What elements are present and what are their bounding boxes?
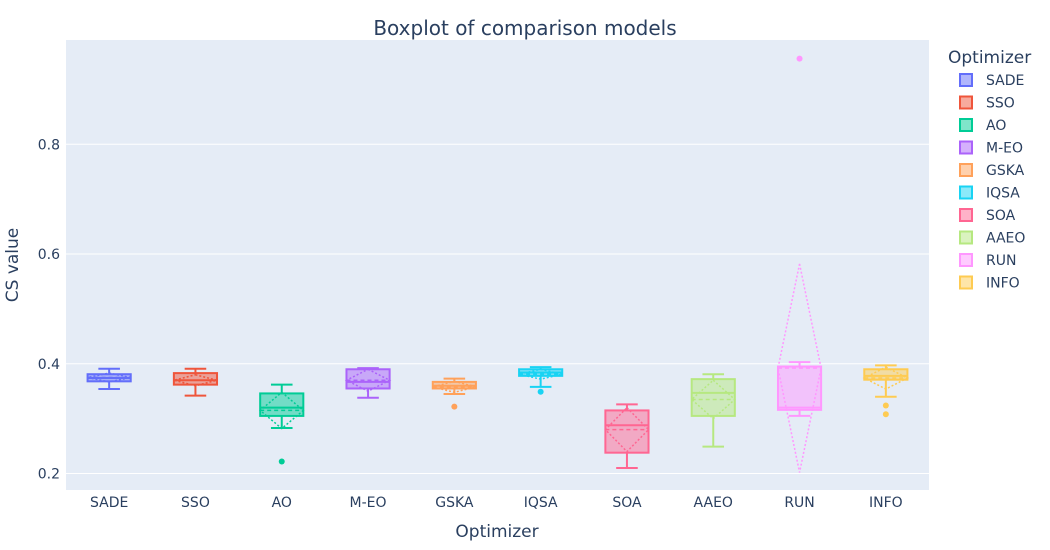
legend-item-m-eo[interactable]: M-EO	[959, 140, 1023, 157]
x-tick-label: M-EO	[350, 495, 387, 511]
legend-swatch	[959, 253, 973, 267]
x-tick-label: IQSA	[524, 495, 558, 511]
gridlines	[66, 143, 929, 475]
box-aaeo	[690, 373, 736, 448]
box-m-eo	[344, 367, 392, 399]
sd-diamond	[173, 373, 218, 387]
box-body	[776, 365, 823, 411]
outlier-point	[537, 388, 544, 395]
x-tick-labels: SADE SSO AO M-EO GSKA IQSA SOA AAEO RUN INFO	[90, 495, 903, 511]
legend-label: M-EO	[986, 141, 1023, 157]
legend-swatch	[959, 275, 973, 290]
legend-swatch	[959, 118, 973, 132]
legend-swatch	[959, 95, 973, 110]
sd-diamond	[862, 366, 910, 390]
outlier-point	[882, 402, 889, 409]
y-tick-label: 0.8	[38, 137, 60, 153]
box-ao	[259, 383, 305, 465]
box-iqsa	[518, 366, 564, 395]
legend-item-iqsa[interactable]: IQSA	[959, 185, 1020, 202]
legend-title: Optimizer	[948, 48, 1031, 68]
sd-diamond	[344, 368, 392, 393]
legend-label: INFO	[986, 276, 1020, 292]
outlier-point	[796, 55, 803, 62]
legend-label: IQSA	[986, 186, 1020, 202]
y-tick-label: 0.4	[38, 357, 60, 373]
x-tick-label: RUN	[784, 495, 814, 511]
sd-diamond	[777, 263, 822, 473]
legend-swatch	[959, 140, 973, 155]
box-sso	[172, 367, 219, 397]
legend-item-info[interactable]: INFO	[959, 275, 1020, 292]
box-info	[862, 364, 910, 418]
legend-item-aaeo[interactable]: AAEO	[959, 230, 1025, 247]
legend-label: SADE	[986, 73, 1024, 89]
outlier-point	[882, 411, 889, 418]
sd-diamond	[690, 379, 736, 420]
chart-title: Boxplot of comparison models	[373, 16, 676, 40]
y-tick-label: 0.6	[38, 247, 60, 263]
legend-item-sso[interactable]: SSO	[959, 95, 1015, 112]
legend-item-ao[interactable]: AO	[959, 118, 1006, 134]
x-tick-label: AAEO	[694, 495, 733, 511]
x-tick-label: INFO	[869, 495, 903, 511]
box-sade	[86, 367, 132, 391]
boxes	[86, 55, 910, 473]
x-tick-label: AO	[272, 495, 292, 511]
box-body	[345, 368, 391, 390]
legend-item-gska[interactable]: GSKA	[959, 163, 1025, 179]
legend-label: AAEO	[986, 231, 1025, 247]
x-tick-label: SADE	[90, 495, 128, 511]
legend-swatch	[959, 73, 973, 87]
legend-item-run[interactable]: RUN	[959, 253, 1016, 269]
legend-swatch	[959, 163, 973, 177]
x-tick-label: SOA	[612, 495, 642, 511]
outlier-point	[451, 403, 458, 410]
legend-swatch	[959, 230, 973, 245]
y-tick-labels: 0.2 0.4 0.6 0.8	[38, 137, 60, 482]
x-tick-label: GSKA	[435, 495, 474, 511]
sd-diamond	[518, 368, 563, 380]
box-run	[776, 55, 823, 473]
y-tick-label: 0.2	[38, 467, 60, 483]
box-soa	[604, 403, 650, 470]
x-tick-label: SSO	[181, 495, 210, 511]
box-gska	[431, 377, 477, 410]
plot-area	[66, 40, 929, 490]
legend-swatch	[959, 208, 973, 222]
legend: Optimizer SADE SSO AO M-EO GSKA IQSA SOA AAEO RU…	[948, 48, 1031, 292]
legend-label: AO	[986, 118, 1006, 134]
sd-diamond	[87, 372, 131, 383]
x-axis-title: Optimizer	[455, 522, 538, 542]
legend-item-sade[interactable]: SADE	[959, 73, 1024, 89]
y-axis-title: CS value	[3, 228, 23, 303]
legend-swatch	[959, 185, 973, 200]
sd-diamond	[432, 380, 477, 394]
legend-item-soa[interactable]: SOA	[959, 208, 1016, 224]
legend-label: SSO	[986, 96, 1015, 112]
box-body	[690, 378, 736, 417]
box-body	[604, 409, 650, 454]
legend-label: RUN	[986, 253, 1016, 269]
legend-label: GSKA	[986, 163, 1025, 179]
outlier-point	[278, 458, 285, 465]
sd-diamond	[259, 391, 305, 430]
legend-label: SOA	[986, 208, 1016, 224]
sd-diamond	[604, 406, 650, 453]
